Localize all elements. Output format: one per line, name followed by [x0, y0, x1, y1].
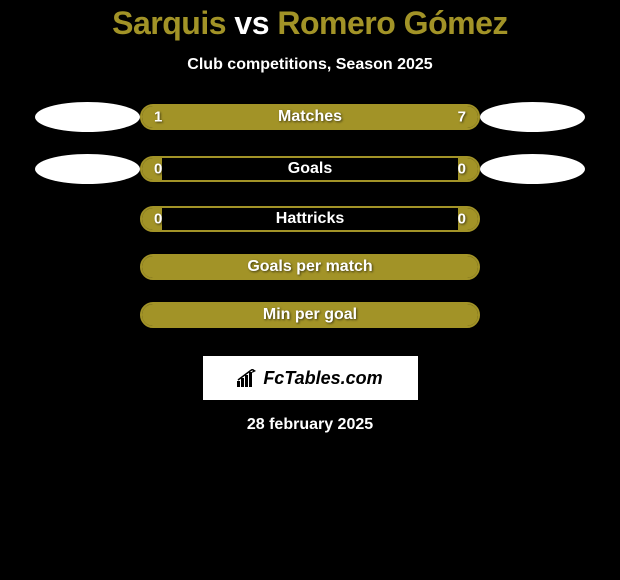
stat-value-right: 0	[458, 161, 466, 178]
player2-ellipse	[480, 102, 585, 132]
stat-value-left: 0	[154, 161, 162, 178]
stat-label: Min per goal	[263, 306, 357, 324]
main-container: Sarquis vs Romero Gómez Club competition…	[0, 0, 620, 434]
stat-value-right: 0	[458, 211, 466, 228]
player2-name: Romero Gómez	[277, 5, 507, 41]
stat-label: Goals	[288, 160, 332, 178]
stat-row: Goals 0 0	[27, 154, 593, 184]
stat-label: Goals per match	[247, 258, 372, 276]
subtitle-text: Club competitions, Season 2025	[187, 56, 432, 74]
stat-label: Hattricks	[276, 210, 344, 228]
bar-left-fill	[142, 106, 184, 128]
stat-label: Matches	[278, 108, 342, 126]
comparison-title: Sarquis vs Romero Gómez	[112, 5, 508, 42]
stat-bar: Min per goal	[140, 302, 480, 328]
brand-text: FcTables.com	[263, 368, 382, 389]
stat-bar: Hattricks 0 0	[140, 206, 480, 232]
stat-row: Hattricks 0 0	[27, 206, 593, 232]
stat-bar: Goals per match	[140, 254, 480, 280]
stat-value-right: 7	[458, 109, 466, 126]
stat-row: Goals per match	[27, 254, 593, 280]
stat-bar: Matches 1 7	[140, 104, 480, 130]
player1-name: Sarquis	[112, 5, 226, 41]
chart-icon	[237, 369, 259, 387]
player1-ellipse	[35, 154, 140, 184]
vs-separator: vs	[234, 5, 269, 41]
brand-logo: FcTables.com	[237, 368, 382, 389]
stat-bar: Goals 0 0	[140, 156, 480, 182]
brand-logo-box: FcTables.com	[203, 356, 418, 400]
player1-ellipse	[35, 102, 140, 132]
stat-row: Min per goal	[27, 302, 593, 328]
stat-value-left: 0	[154, 211, 162, 228]
stat-row: Matches 1 7	[27, 102, 593, 132]
stats-container: Matches 1 7 Goals 0 0 Hattricks 0 0 Goals per mat…	[27, 102, 593, 350]
date-label: 28 february 2025	[247, 416, 373, 434]
stat-value-left: 1	[154, 109, 162, 126]
player2-ellipse	[480, 154, 585, 184]
